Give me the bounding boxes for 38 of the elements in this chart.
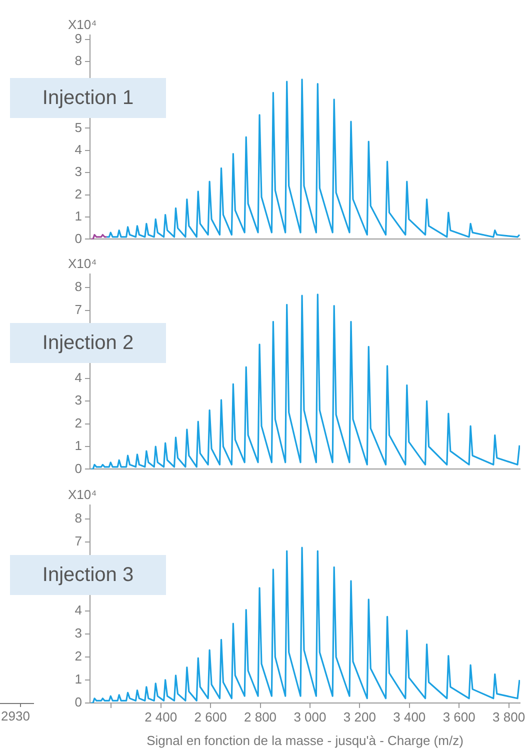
- y-axis-title: X10⁴: [68, 256, 97, 271]
- y-tick-label: 4: [74, 370, 82, 385]
- title-box: Injection 3: [10, 555, 166, 595]
- text: 2930: [1, 708, 30, 724]
- y-tick-label: 9: [74, 31, 82, 46]
- y-tick-label: 8: [74, 53, 82, 68]
- y-tick-label: 7: [74, 533, 82, 548]
- x-tick-label: 3 400: [393, 709, 426, 724]
- y-axis-title: X10⁴: [68, 487, 97, 502]
- x-axis-title: Signal en fonction de la masse - jusqu'à - Charge (m/z): [146, 732, 464, 748]
- x-tick-label: 3 200: [343, 709, 376, 724]
- x-tick-label: 3 000: [294, 709, 326, 724]
- y-tick-label: 0: [74, 694, 82, 710]
- y-tick-label: 5: [74, 120, 82, 135]
- y-tick-label: 4: [74, 142, 82, 157]
- y-tick-label: 1: [74, 438, 82, 454]
- y-tick-label: 3: [74, 164, 82, 180]
- y-tick-label: 0: [74, 230, 82, 246]
- y-tick-label: 2: [74, 648, 82, 664]
- x-tick-label: 2 400: [144, 709, 178, 724]
- y-tick-label: 3: [74, 626, 82, 641]
- y-tick-label: 4: [74, 602, 82, 618]
- title-box: Injection 1: [10, 78, 166, 118]
- title-box: Injection 2: [10, 323, 166, 363]
- x-tick-label: 3 600: [442, 709, 476, 724]
- y-axis-title: X10⁴: [68, 17, 97, 32]
- y-tick-label: 7: [74, 302, 82, 317]
- x-tick-label: 3 800: [492, 709, 526, 724]
- x-tick-label: 2 800: [244, 709, 277, 724]
- y-tick-label: 0: [74, 460, 82, 476]
- y-tick-label: 2: [74, 186, 82, 202]
- y-tick-label: 2: [74, 415, 82, 430]
- x-tick-label: 2 600: [194, 709, 227, 724]
- y-tick-label: 3: [74, 392, 82, 408]
- y-tick-label: 1: [74, 208, 82, 224]
- y-tick-label: 1: [74, 672, 82, 687]
- y-tick-label: 8: [74, 279, 82, 294]
- y-tick-label: 8: [74, 510, 82, 526]
